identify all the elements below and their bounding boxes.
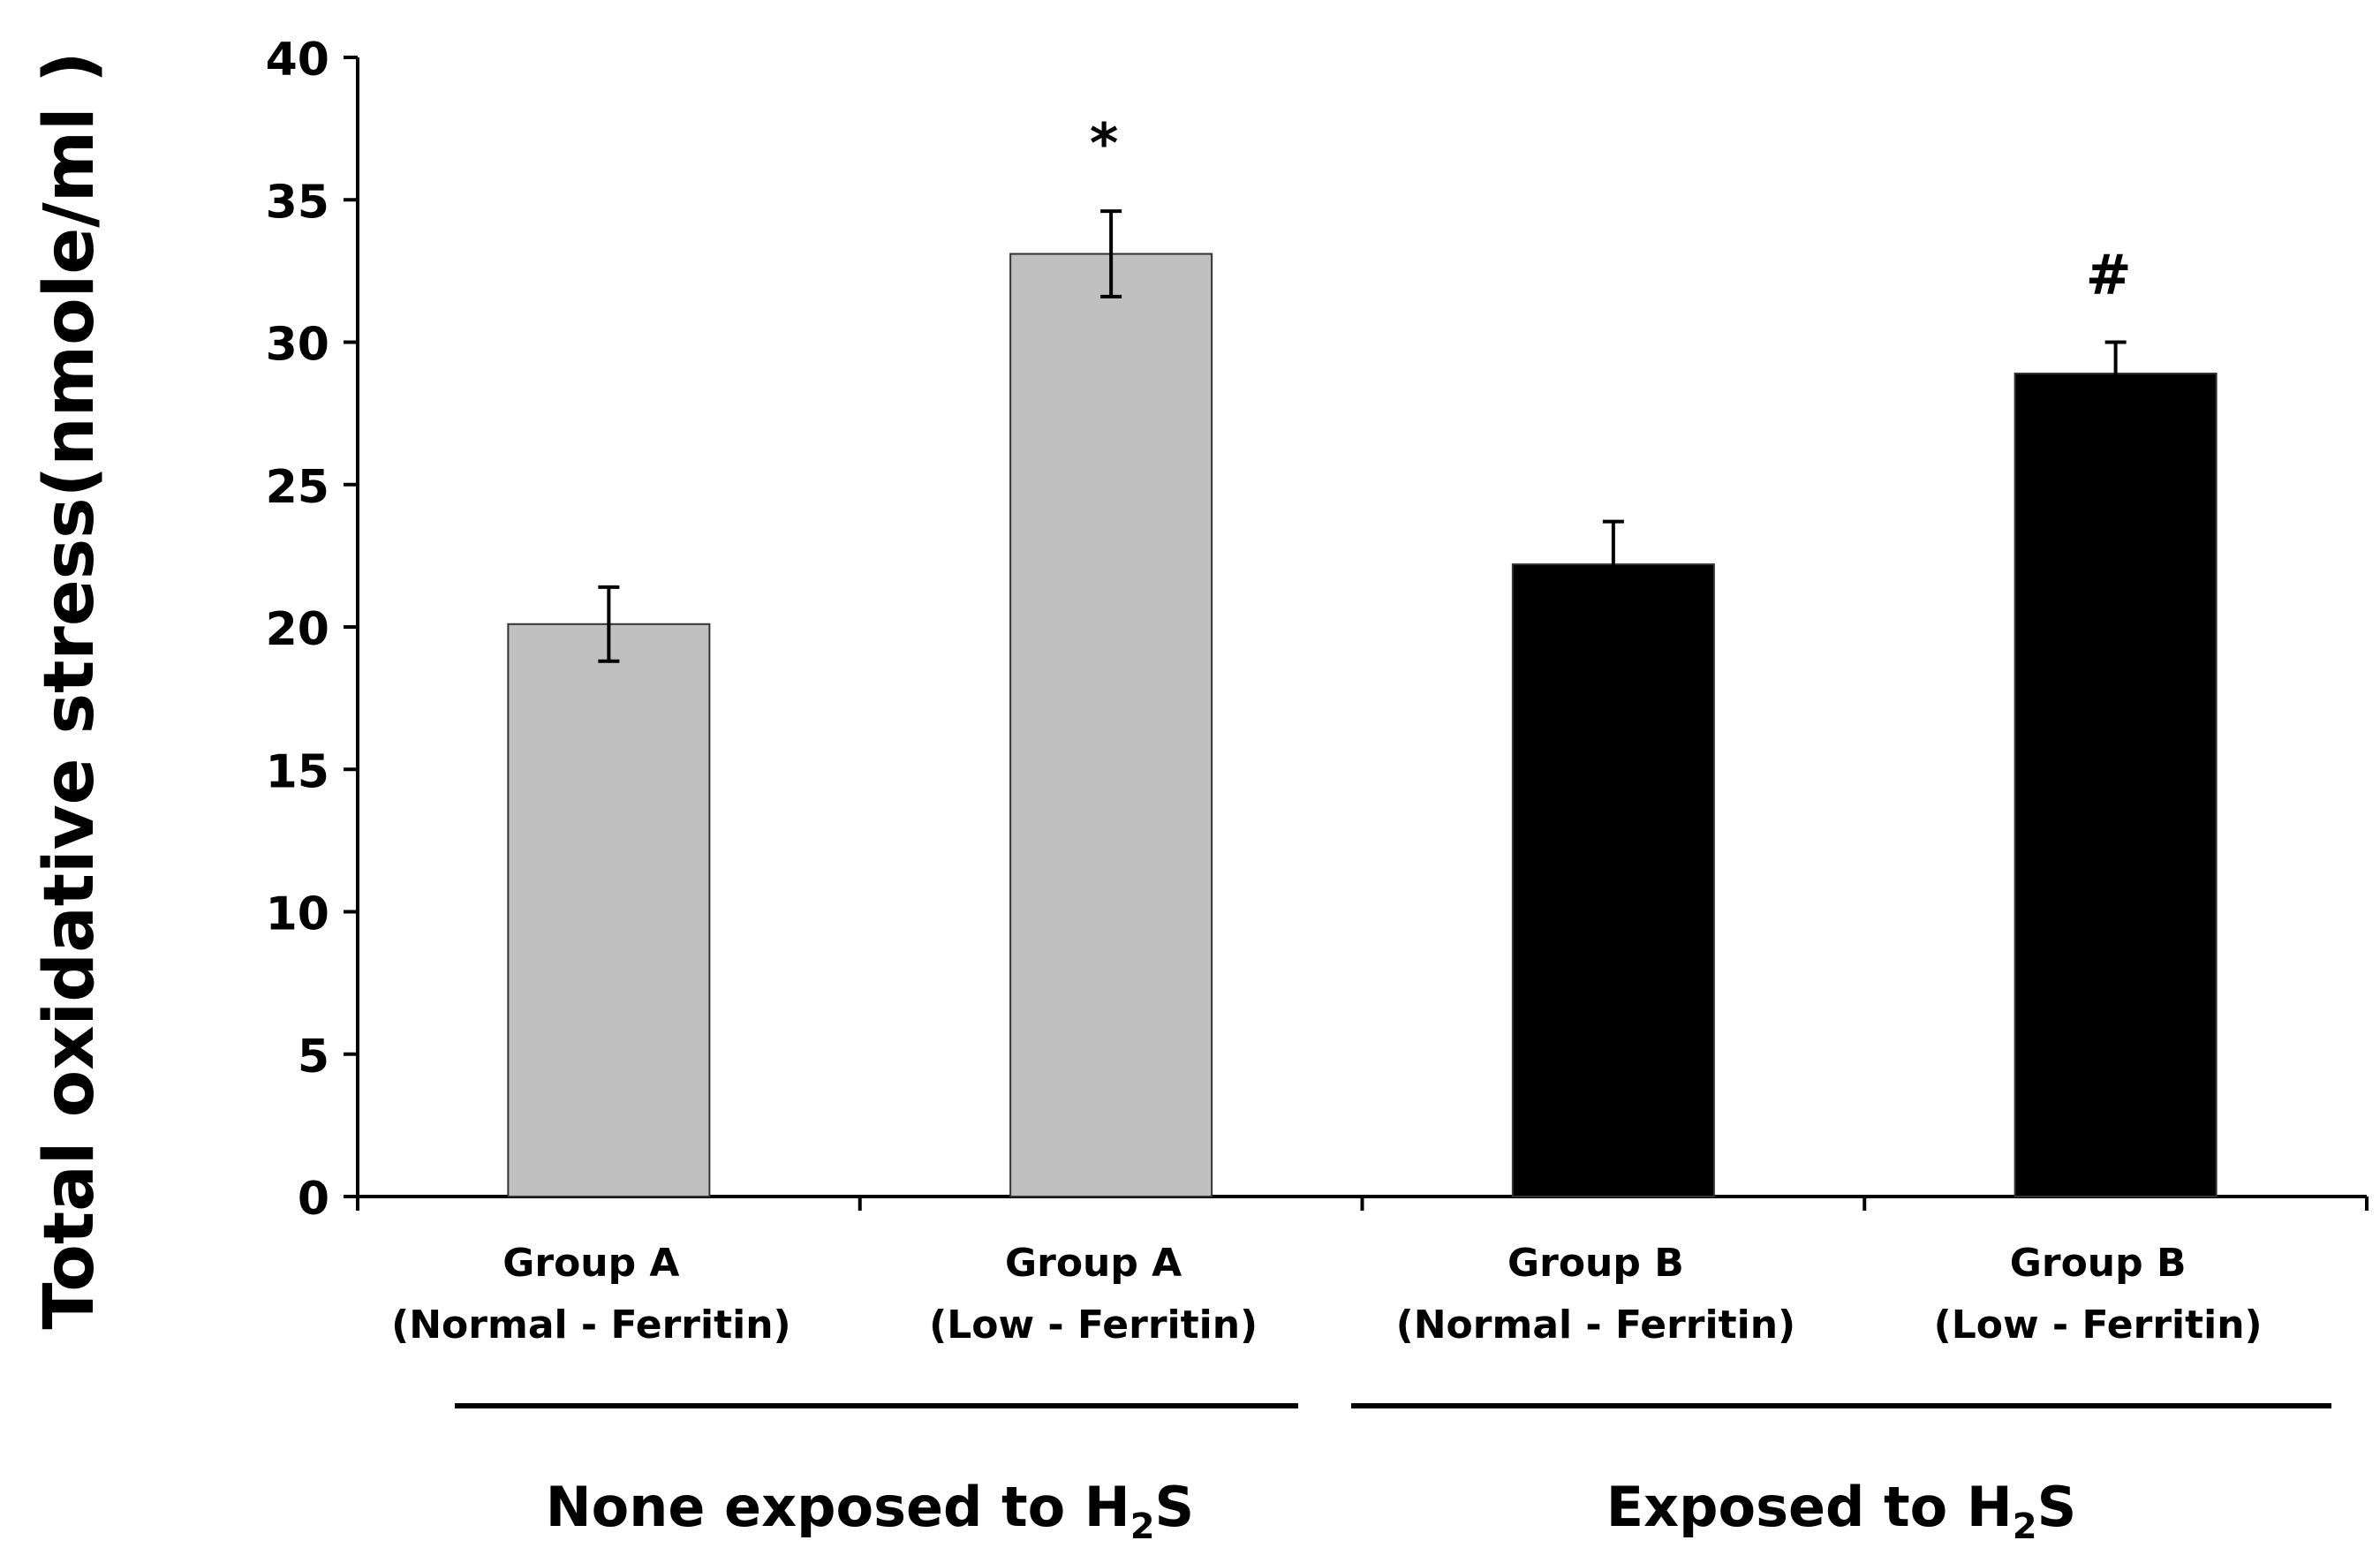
- bar: [507, 623, 711, 1197]
- bar: [2014, 372, 2218, 1198]
- labels: Group A (Normal - Ferritin) * Group A (Low -…: [391, 111, 2331, 1547]
- y-tick-label: 5: [298, 1031, 329, 1084]
- x-tick-label: Group B: [2010, 1241, 2187, 1286]
- y-tick-label: 40: [266, 34, 329, 87]
- bars: [507, 209, 2218, 1198]
- x-tick-label-sub: (Normal - Ferritin): [391, 1302, 791, 1348]
- y-tick-label: 25: [266, 461, 329, 514]
- x-tick-label-sub: (Low - Ferritin): [1934, 1302, 2263, 1348]
- x-tick-label: Group B: [1507, 1241, 1684, 1286]
- y-tick-label: 30: [266, 319, 329, 372]
- x-tick-label: Group A: [1005, 1241, 1182, 1286]
- x-tick-label-sub: (Low - Ferritin): [929, 1302, 1258, 1348]
- x-tick-label: Group A: [502, 1241, 679, 1286]
- x-tick-label-sub: (Normal - Ferritin): [1396, 1302, 1796, 1348]
- y-tick-label: 20: [266, 603, 329, 656]
- bar: [1009, 253, 1213, 1197]
- y-tick-label: 15: [266, 745, 329, 798]
- y-tick-label: 35: [266, 176, 329, 229]
- significance-marker: #: [2086, 243, 2132, 307]
- significance-marker: *: [1090, 111, 1118, 176]
- y-axis-label: Total oxidative stress(nmole/ml ): [30, 51, 110, 1329]
- bar: [1511, 563, 1715, 1197]
- y-tick-label: 10: [266, 888, 329, 941]
- group-label: None exposed to H2S: [546, 1475, 1194, 1547]
- axes: 0 5 10 15 20 25 30 35 40: [266, 34, 2369, 1226]
- y-tick-label: 0: [298, 1173, 329, 1226]
- group-label: Exposed to H2S: [1606, 1475, 2076, 1547]
